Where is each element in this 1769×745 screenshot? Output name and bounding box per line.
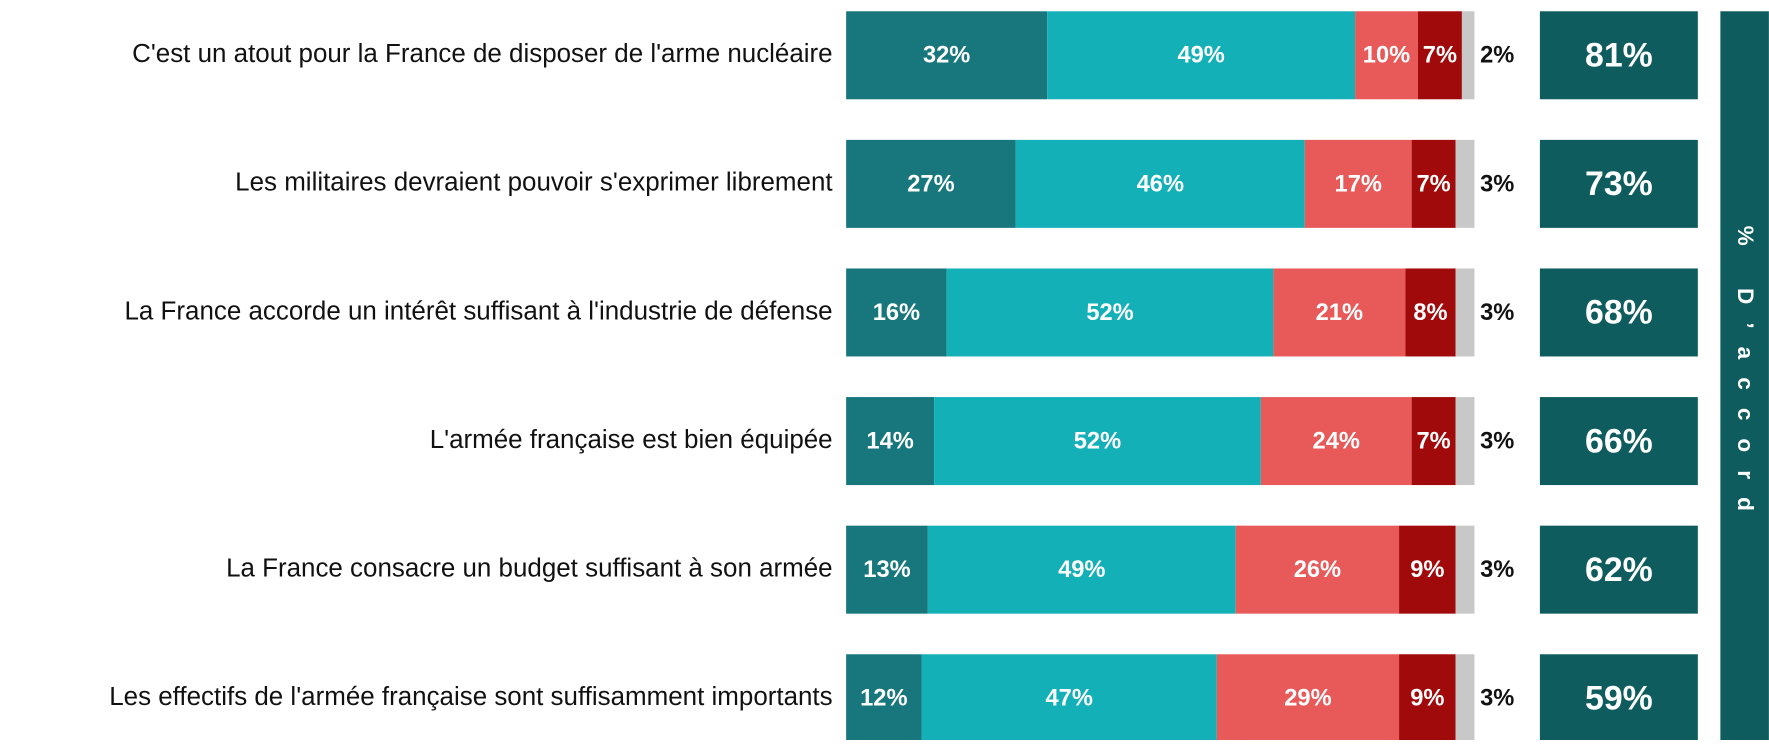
data-label: 24% — [1313, 428, 1360, 454]
data-label: 47% — [1046, 686, 1093, 712]
bar-segment — [1015, 139, 1305, 228]
total-header: % D’accord — [1733, 226, 1758, 529]
total-label: 62% — [1585, 551, 1653, 589]
bar-segment — [1216, 654, 1400, 743]
bar-segment — [927, 525, 1236, 614]
bar-segment — [1304, 139, 1412, 228]
bar-segment — [921, 654, 1217, 743]
total-label: 68% — [1585, 294, 1653, 332]
data-label: 3% — [1480, 171, 1514, 197]
bar-segment — [846, 525, 928, 614]
total-box — [1539, 11, 1698, 100]
data-label: 2% — [1480, 43, 1514, 69]
total-box — [1539, 397, 1698, 486]
bar-segment — [1461, 11, 1475, 100]
bar-segment — [846, 11, 1048, 100]
bar-segment — [846, 139, 1016, 228]
bar-segment — [934, 397, 1261, 486]
data-label: 12% — [860, 686, 907, 712]
data-label: 26% — [1294, 557, 1341, 583]
total-label: 81% — [1585, 36, 1653, 74]
data-label: 46% — [1137, 171, 1184, 197]
bar-segment — [846, 397, 935, 486]
bar-segment — [1047, 11, 1356, 100]
category-label: Les effectifs de l'armée française sont … — [109, 683, 832, 711]
category-label: Les militaires devraient pouvoir s'expri… — [235, 169, 833, 197]
data-label: 3% — [1480, 300, 1514, 326]
bar-segment — [1235, 525, 1400, 614]
data-label: 3% — [1480, 557, 1514, 583]
data-label: 49% — [1177, 43, 1224, 69]
category-label: L'armée française est bien équipée — [430, 426, 833, 454]
data-label: 3% — [1480, 686, 1514, 712]
data-label: 3% — [1480, 428, 1514, 454]
data-label: 16% — [873, 300, 920, 326]
data-label: 7% — [1417, 428, 1451, 454]
data-label: 10% — [1363, 43, 1410, 69]
total-box — [1539, 654, 1698, 743]
data-label: 7% — [1423, 43, 1457, 69]
bar-segment — [846, 268, 947, 357]
total-header-band — [1720, 11, 1769, 740]
data-label: 52% — [1074, 428, 1121, 454]
total-box — [1539, 525, 1698, 614]
bar-segment — [1417, 11, 1462, 100]
bar-segment — [1399, 525, 1456, 614]
data-label: 9% — [1410, 557, 1444, 583]
category-label: La France consacre un budget suffisant à… — [226, 555, 833, 583]
data-label: 29% — [1284, 686, 1331, 712]
data-label: 49% — [1058, 557, 1105, 583]
data-label: 14% — [866, 428, 913, 454]
bar-segment — [1455, 654, 1475, 743]
data-label: 9% — [1410, 686, 1444, 712]
bar-segment — [1411, 139, 1456, 228]
total-box — [1539, 268, 1698, 357]
bar-segment — [1455, 525, 1475, 614]
total-label: 73% — [1585, 165, 1653, 203]
bar-segment — [946, 268, 1274, 357]
total-label: 66% — [1585, 422, 1653, 460]
bar-segment — [1355, 11, 1418, 100]
bar-segment — [1273, 268, 1406, 357]
data-label: 27% — [907, 171, 954, 197]
bar-segment — [1455, 397, 1475, 486]
data-label: 8% — [1413, 300, 1447, 326]
category-label: La France accorde un intérêt suffisant à… — [125, 297, 833, 325]
data-label: 52% — [1086, 300, 1133, 326]
data-label: 21% — [1316, 300, 1363, 326]
data-label: 32% — [923, 43, 970, 69]
bar-segment — [1455, 268, 1475, 357]
bar-segment — [1399, 654, 1456, 743]
bar-segment — [1260, 397, 1412, 486]
data-label: 13% — [863, 557, 910, 583]
total-label: 59% — [1585, 679, 1653, 717]
total-box — [1539, 139, 1698, 228]
bar-segment — [1411, 397, 1456, 486]
category-label: C'est un atout pour la France de dispose… — [132, 40, 833, 68]
bar-segment — [846, 654, 922, 743]
data-label: 7% — [1417, 171, 1451, 197]
data-label: 17% — [1335, 171, 1382, 197]
bar-segment — [1455, 139, 1475, 228]
bar-segment — [1405, 268, 1456, 357]
